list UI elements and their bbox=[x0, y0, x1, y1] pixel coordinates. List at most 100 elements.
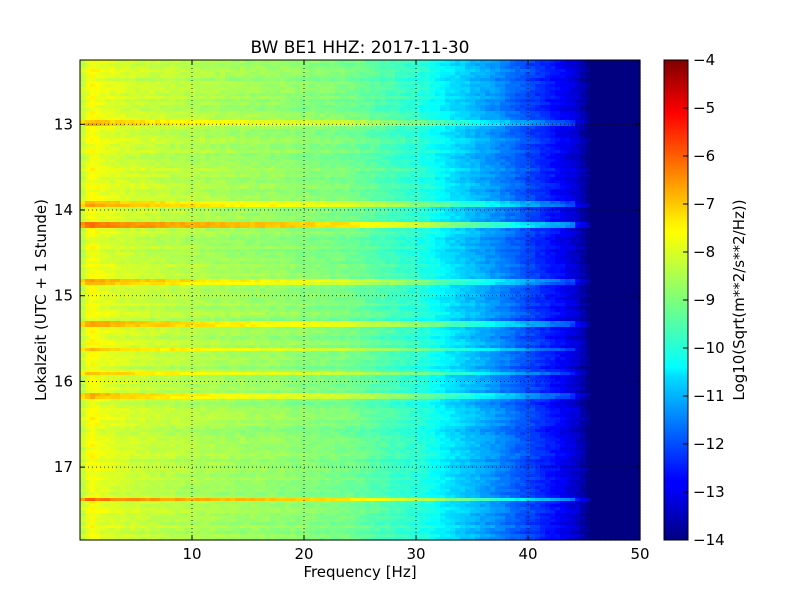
heatmap-cell bbox=[400, 66, 406, 70]
heatmap-cell bbox=[610, 81, 616, 85]
heatmap-cell bbox=[260, 138, 266, 142]
heatmap-cell bbox=[445, 120, 451, 124]
heatmap-cell bbox=[205, 66, 211, 70]
heatmap-cell bbox=[455, 87, 461, 91]
heatmap-cell bbox=[385, 159, 391, 163]
heatmap-cell bbox=[445, 99, 451, 103]
heatmap-cell bbox=[130, 60, 136, 64]
heatmap-cell bbox=[555, 159, 561, 163]
heatmap-cell bbox=[585, 156, 591, 160]
heatmap-cell bbox=[330, 105, 336, 109]
heatmap-cell bbox=[330, 90, 336, 94]
heatmap-cell bbox=[175, 81, 181, 85]
heatmap-cell bbox=[215, 126, 221, 130]
heatmap-cell bbox=[470, 111, 476, 115]
heatmap-cell bbox=[375, 78, 381, 82]
heatmap-cell bbox=[320, 135, 326, 139]
heatmap-cell bbox=[205, 153, 211, 157]
heatmap-cell bbox=[310, 60, 316, 64]
heatmap-cell bbox=[590, 93, 596, 97]
heatmap-cell bbox=[315, 66, 321, 70]
heatmap-cell bbox=[160, 123, 166, 127]
heatmap-cell bbox=[585, 144, 591, 148]
heatmap-cell bbox=[290, 96, 296, 100]
heatmap-cell bbox=[485, 129, 491, 133]
heatmap-cell bbox=[180, 165, 186, 169]
heatmap-cell bbox=[550, 174, 556, 178]
heatmap-cell bbox=[235, 111, 241, 115]
heatmap-cell bbox=[245, 177, 251, 181]
heatmap-cell bbox=[575, 120, 581, 124]
heatmap-cell bbox=[410, 159, 416, 163]
heatmap-cell bbox=[580, 147, 586, 151]
heatmap-cell bbox=[130, 108, 136, 112]
heatmap-cell bbox=[630, 123, 636, 127]
heatmap-cell bbox=[375, 141, 381, 145]
heatmap-cell bbox=[635, 135, 641, 139]
heatmap-cell bbox=[255, 81, 261, 85]
heatmap-cell bbox=[415, 156, 421, 160]
heatmap-cell bbox=[400, 153, 406, 157]
heatmap-cell bbox=[535, 90, 541, 94]
heatmap-cell bbox=[425, 111, 431, 115]
heatmap-cell bbox=[635, 66, 641, 70]
heatmap-cell bbox=[210, 144, 216, 148]
heatmap-cell bbox=[485, 96, 491, 100]
heatmap-cell bbox=[545, 63, 551, 67]
heatmap-cell bbox=[425, 132, 431, 136]
heatmap-cell bbox=[240, 72, 246, 76]
heatmap-cell bbox=[600, 147, 606, 151]
heatmap-cell bbox=[495, 135, 501, 139]
heatmap-cell bbox=[480, 60, 486, 64]
heatmap-cell bbox=[440, 93, 446, 97]
heatmap-cell bbox=[220, 147, 226, 151]
heatmap-cell bbox=[200, 114, 206, 118]
heatmap-cell bbox=[140, 81, 146, 85]
heatmap-cell bbox=[205, 174, 211, 178]
heatmap-cell bbox=[235, 99, 241, 103]
heatmap-cell bbox=[135, 99, 141, 103]
heatmap-cell bbox=[85, 66, 91, 70]
heatmap-cell bbox=[240, 105, 246, 109]
heatmap-cell bbox=[150, 72, 156, 76]
heatmap-cell bbox=[370, 66, 376, 70]
heatmap-cell bbox=[370, 153, 376, 157]
heatmap-cell bbox=[520, 126, 526, 130]
heatmap-cell bbox=[535, 126, 541, 130]
heatmap-cell bbox=[440, 123, 446, 127]
heatmap-cell bbox=[585, 108, 591, 112]
heatmap-cell bbox=[580, 78, 586, 82]
heatmap-cell bbox=[210, 141, 216, 145]
heatmap-cell bbox=[560, 111, 566, 115]
heatmap-cell bbox=[105, 93, 111, 97]
heatmap-cell bbox=[240, 99, 246, 103]
heatmap-cell bbox=[400, 117, 406, 121]
heatmap-cell bbox=[510, 81, 516, 85]
heatmap-cell bbox=[450, 87, 456, 91]
heatmap-cell bbox=[245, 90, 251, 94]
heatmap-cell bbox=[600, 171, 606, 175]
heatmap-cell bbox=[110, 108, 116, 112]
heatmap-cell bbox=[330, 102, 336, 106]
heatmap-cell bbox=[245, 144, 251, 148]
heatmap-cell bbox=[585, 78, 591, 82]
heatmap-cell bbox=[395, 96, 401, 100]
heatmap-cell bbox=[145, 174, 151, 178]
heatmap-cell bbox=[255, 150, 261, 154]
heatmap-cell bbox=[320, 147, 326, 151]
heatmap-cell bbox=[370, 132, 376, 136]
heatmap-cell bbox=[130, 129, 136, 133]
heatmap-cell bbox=[305, 132, 311, 136]
heatmap-cell bbox=[635, 108, 641, 112]
heatmap-cell bbox=[565, 111, 571, 115]
heatmap-cell bbox=[295, 168, 301, 172]
heatmap-cell bbox=[325, 69, 331, 73]
heatmap-cell bbox=[435, 78, 441, 82]
heatmap-cell bbox=[165, 111, 171, 115]
heatmap-cell bbox=[380, 81, 386, 85]
heatmap-cell bbox=[205, 132, 211, 136]
heatmap-cell bbox=[350, 93, 356, 97]
heatmap-cell bbox=[155, 96, 161, 100]
heatmap-cell bbox=[265, 117, 271, 121]
heatmap-cell bbox=[135, 132, 141, 136]
